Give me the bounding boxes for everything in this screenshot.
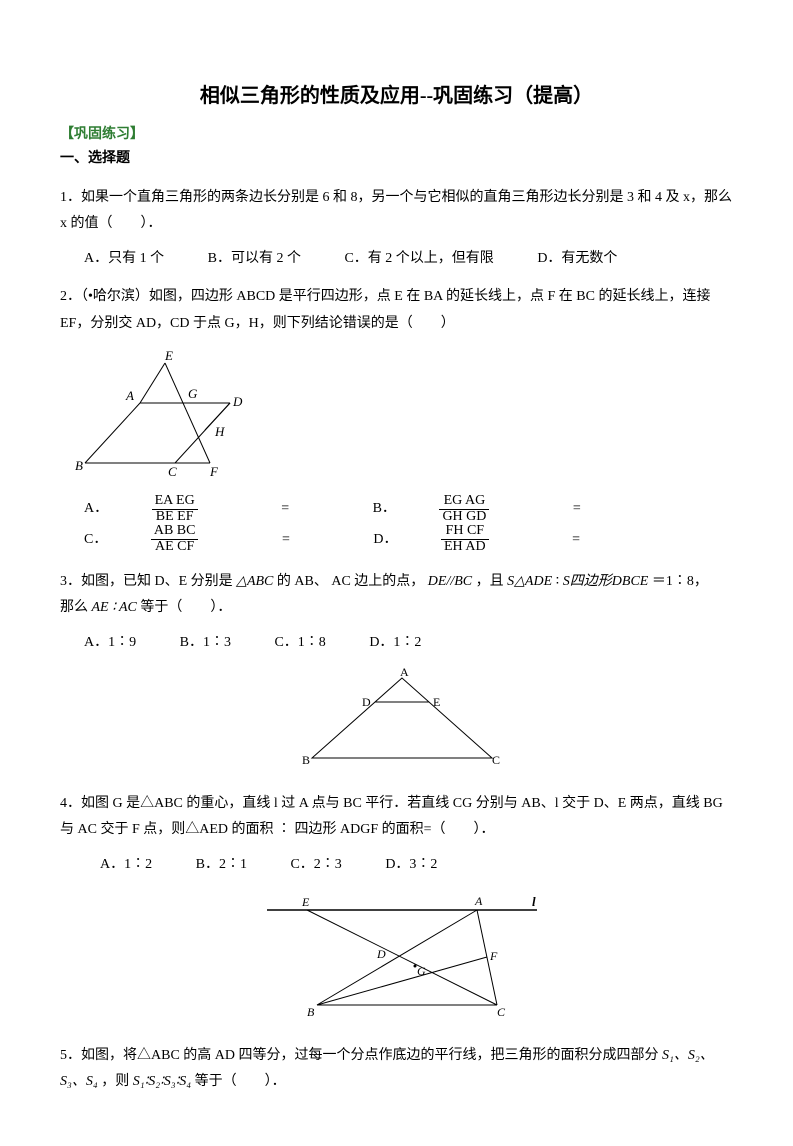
q2-opt-c: C． AB BCAE CF = (84, 524, 330, 554)
svg-text:D: D (232, 394, 243, 409)
question-4: 4．如图 G 是△ABC 的重心，直线 l 过 A 点与 BC 平行．若直线 C… (60, 791, 733, 844)
svg-text:G: G (188, 386, 198, 401)
q1-opt-d: D．有无数个 (537, 248, 617, 270)
svg-text:B: B (302, 753, 310, 767)
page-title: 相似三角形的性质及应用--巩固练习（提高） (60, 80, 733, 112)
q1-options: A．只有 1 个 B．可以有 2 个 C．有 2 个以上，但有限 D．有无数个 (60, 248, 733, 270)
svg-text:A: A (400, 668, 409, 679)
q3-opt-c: C．1∶8 (274, 632, 325, 654)
section-heading: 一、选择题 (60, 148, 733, 170)
svg-text:D: D (376, 947, 386, 961)
svg-text:F: F (209, 464, 219, 478)
svg-text:C: C (492, 753, 500, 767)
q3-diagram: A D E B C (60, 668, 733, 776)
svg-text:G: G (417, 964, 426, 978)
svg-text:E: E (433, 695, 440, 709)
svg-text:D: D (362, 695, 371, 709)
q3-opt-a: A．1∶9 (84, 632, 136, 654)
svg-text:F: F (489, 949, 498, 963)
q4-diagram: E A l D G F B C (60, 890, 733, 1028)
question-3: 3．如图，已知 D、E 分别是 △ABC 的 AB、 AC 边上的点， DE//… (60, 569, 733, 622)
q4-opt-b: B．2∶1 (196, 854, 247, 876)
svg-text:l: l (532, 894, 536, 909)
q2-diagram: E A G D H B C F (70, 348, 733, 486)
q2-opt-a: A． EA EGBE EF = (84, 494, 329, 524)
svg-text:H: H (214, 424, 225, 439)
q4-opt-a: A．1∶2 (100, 854, 152, 876)
q2-opt-b: B． EG AGGH GD = (373, 494, 621, 524)
q1-opt-a: A．只有 1 个 (84, 248, 164, 270)
svg-text:A: A (125, 388, 134, 403)
q2-opt-d: D． FH CFEH AD = (373, 524, 620, 554)
q2-options: A． EA EGBE EF = B． EG AGGH GD = C． AB BC… (60, 494, 733, 555)
svg-text:A: A (474, 894, 483, 908)
q4-options: A．1∶2 B．2∶1 C．2∶3 D．3∶2 (60, 854, 733, 876)
q4-opt-d: D．3∶2 (385, 854, 437, 876)
question-1: 1．如果一个直角三角形的两条边长分别是 6 和 8，另一个与它相似的直角三角形边… (60, 185, 733, 238)
svg-text:C: C (168, 464, 177, 478)
practice-label: 【巩固练习】 (60, 124, 733, 146)
svg-text:C: C (497, 1005, 506, 1019)
svg-text:B: B (75, 458, 83, 473)
question-2: 2．（•哈尔滨）如图，四边形 ABCD 是平行四边形，点 E 在 BA 的延长线… (60, 284, 733, 337)
q1-opt-b: B．可以有 2 个 (208, 248, 301, 270)
svg-text:E: E (301, 895, 310, 909)
q3-options: A．1∶9 B．1∶3 C．1∶8 D．1∶2 (60, 632, 733, 654)
q4-opt-c: C．2∶3 (290, 854, 341, 876)
svg-text:E: E (164, 348, 173, 363)
q3-opt-d: D．1∶2 (369, 632, 421, 654)
svg-text:B: B (307, 1005, 315, 1019)
q1-opt-c: C．有 2 个以上，但有限 (344, 248, 493, 270)
q3-opt-b: B．1∶3 (180, 632, 231, 654)
question-5: 5．如图，将△ABC 的高 AD 四等分，过每一个分点作底边的平行线，把三角形的… (60, 1043, 733, 1096)
